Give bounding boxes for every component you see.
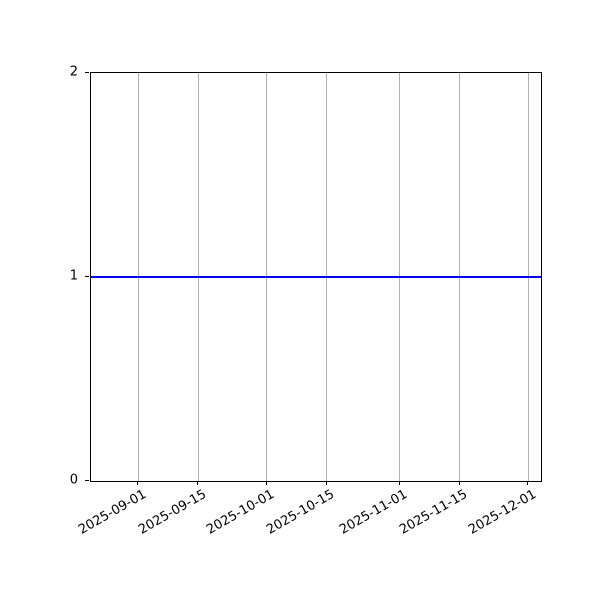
x-tick-mark [197,481,199,485]
y-tick-label: 2 [69,64,78,80]
x-tick-label: 2025-12-01 [465,487,539,538]
x-tick-mark [527,481,529,485]
y-tick-mark [85,276,89,277]
x-tick-mark [265,481,267,485]
x-tick-label: 2025-10-15 [264,487,338,538]
x-tick-mark [458,481,460,485]
y-tick-mark [85,480,89,481]
y-tick-label: 0 [69,472,78,488]
x-tick-label: 2025-09-01 [75,487,149,538]
x-tick-label: 2025-09-15 [135,487,209,538]
x-tick-label: 2025-11-15 [397,487,471,538]
x-tick-mark [137,481,139,485]
y-tick-mark [85,72,89,73]
x-tick-mark [325,481,327,485]
x-tick-mark [398,481,400,485]
y-tick-label: 1 [69,268,78,284]
data-line-constant-line [91,276,541,278]
plot-area [90,72,542,482]
x-tick-label: 2025-11-01 [337,487,411,538]
